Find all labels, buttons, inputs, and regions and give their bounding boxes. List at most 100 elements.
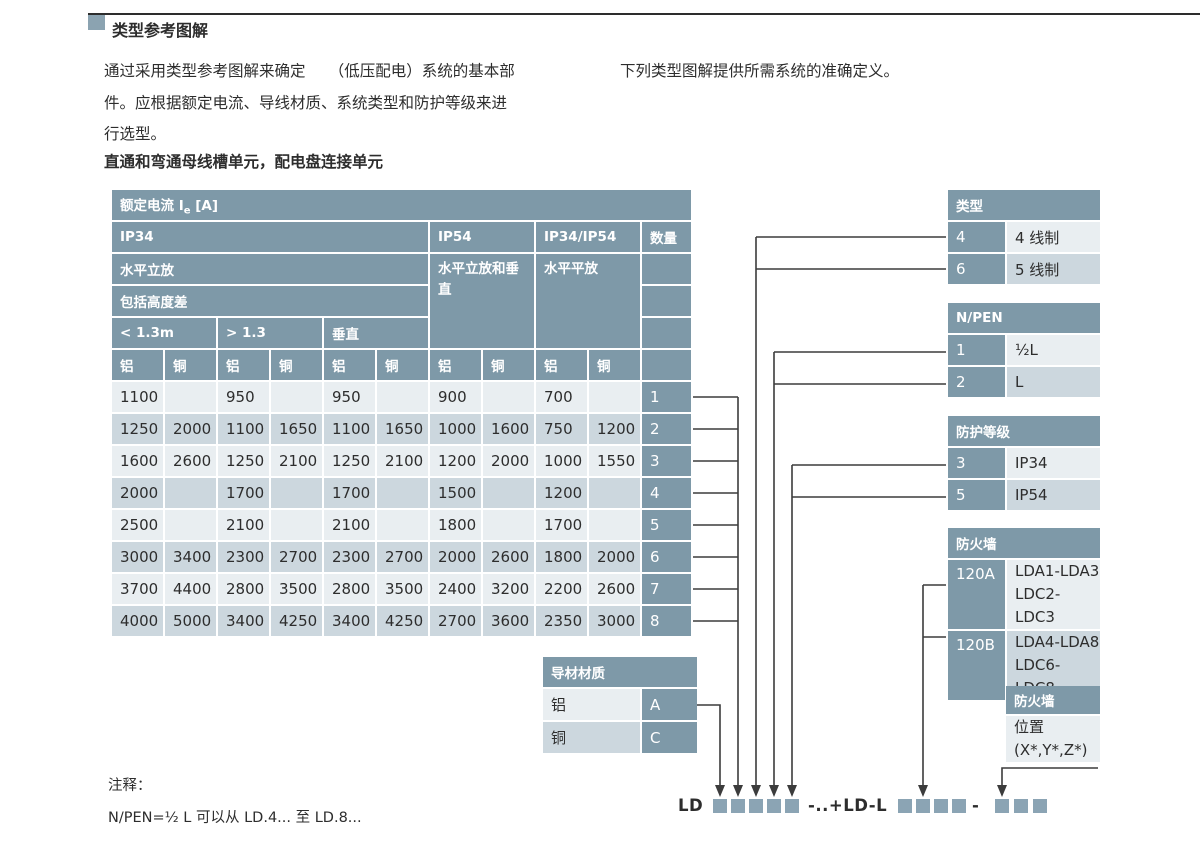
header-spacer-cell [642, 350, 691, 380]
current-cell [483, 382, 534, 412]
current-cell: 3400 [165, 542, 216, 572]
current-cell: 2800 [218, 574, 269, 604]
current-cell: 3200 [483, 574, 534, 604]
current-cell: 3500 [271, 574, 322, 604]
table-header: N/PEN [948, 303, 1100, 333]
header-cell: 铝 [430, 350, 481, 380]
current-cell: 1250 [218, 446, 269, 476]
table-row: 1250 2000 1100 1650 1100 1650 1000 1600 750 1200 2 [112, 414, 691, 444]
code-digit-box [1014, 799, 1028, 813]
current-cell: 750 [536, 414, 587, 444]
order-code-dash: - [972, 796, 980, 815]
position-cell: 位置 (X*,Y*,Z*) [1006, 716, 1100, 762]
current-cell: 3700 [112, 574, 163, 604]
current-cell [483, 478, 534, 508]
header-cell: < 1.3m [112, 318, 216, 348]
value-cell: ½L [1007, 335, 1100, 365]
code-digit-box [731, 799, 745, 813]
header-cell: > 1.3 [218, 318, 322, 348]
code-digit-box [713, 799, 727, 813]
intro-right-paragraph: 下列类型图解提供所需系统的准确定义。 [620, 62, 900, 80]
header-cell: 铝 [324, 350, 375, 380]
current-cell [377, 382, 428, 412]
range-header-row: < 1.3m > 1.3 垂直 [112, 318, 691, 348]
group-header-row: IP34 IP54 IP34/IP54 数量 [112, 222, 691, 252]
current-cell: 1550 [589, 446, 640, 476]
current-cell: 1700 [324, 478, 375, 508]
header-spacer-cell [642, 318, 691, 348]
key-cell: 6 [948, 254, 1005, 284]
header-cell: 铝 [112, 350, 163, 380]
table-header: 防护等级 [948, 416, 1100, 446]
page-title: 类型参考图解 [112, 21, 209, 40]
current-cell: 2300 [218, 542, 269, 572]
header-cell: 铝 [536, 350, 587, 380]
current-cell: 1800 [536, 542, 587, 572]
code-digit-box [785, 799, 799, 813]
qty-cell: 2 [642, 414, 691, 444]
code-digit-box [952, 799, 966, 813]
current-cell: 3000 [112, 542, 163, 572]
header-cell: 铜 [165, 350, 216, 380]
code-digit-box [898, 799, 912, 813]
current-cell: 900 [430, 382, 481, 412]
code-digit-box [1033, 799, 1047, 813]
current-cell [377, 510, 428, 540]
qty-cell: 3 [642, 446, 691, 476]
current-cell [377, 478, 428, 508]
current-cell: 2350 [536, 606, 587, 636]
intro-paragraph: 通过采用类型参考图解来确定 （低压配电）系统的基本部 件。应根据额定电流、导线材… [104, 56, 629, 151]
current-cell: 2700 [271, 542, 322, 572]
value-cell: IP34 [1007, 448, 1100, 478]
header-cell: 垂直 [324, 318, 428, 348]
current-cell: 1650 [377, 414, 428, 444]
value-cell: LDA1-LDA3 LDC2-LDC3 [1007, 560, 1100, 629]
current-cell: 3600 [483, 606, 534, 636]
intro-line: 件。应根据额定电流、导线材质、系统类型和防护等级来进 [104, 93, 508, 112]
header-cell: 铜 [271, 350, 322, 380]
table-row: 3000 3400 2300 2700 2300 2700 2000 2600 1800 2000… [112, 542, 691, 572]
current-cell: 2100 [271, 446, 322, 476]
header-cell: 水平平放 [536, 254, 640, 348]
table-row: 3700 4400 2800 3500 2800 3500 2400 3200 2200 2600… [112, 574, 691, 604]
current-cell: 5000 [165, 606, 216, 636]
qty-cell: 6 [642, 542, 691, 572]
header-cell: 包括高度差 [112, 286, 428, 316]
current-cell [165, 510, 216, 540]
current-cell: 2700 [430, 606, 481, 636]
current-cell: 2000 [483, 446, 534, 476]
current-cell: 1650 [271, 414, 322, 444]
current-cell [483, 510, 534, 540]
header-cell: IP34 [112, 222, 428, 252]
value-cell: A [642, 689, 697, 720]
current-cell [165, 382, 216, 412]
current-cell: 1200 [589, 414, 640, 444]
value-cell: 4 线制 [1007, 222, 1100, 252]
header-spacer-cell [642, 286, 691, 316]
key-cell: 2 [948, 367, 1005, 397]
current-cell: 3500 [377, 574, 428, 604]
table-title-row: 额定电流 Ie [A] [112, 190, 691, 220]
header-cell-qty: 数量 [642, 222, 691, 252]
current-cell: 1250 [112, 414, 163, 444]
code-digit-box [916, 799, 930, 813]
table-row: 2000 1700 1700 1500 1200 4 [112, 478, 691, 508]
key-cell: 1 [948, 335, 1005, 365]
value-cell: C [642, 722, 697, 753]
key-cell: 120B [948, 631, 1005, 700]
current-cell [271, 382, 322, 412]
table-row: 2500 2100 2100 1800 1700 5 [112, 510, 691, 540]
key-cell: 5 [948, 480, 1005, 510]
current-cell: 700 [536, 382, 587, 412]
current-cell: 1700 [218, 478, 269, 508]
current-cell: 2600 [483, 542, 534, 572]
current-cell: 1800 [430, 510, 481, 540]
current-cell [589, 382, 640, 412]
key-cell: 120A [948, 560, 1005, 629]
current-cell: 2000 [430, 542, 481, 572]
current-cell: 2100 [324, 510, 375, 540]
table-row: 1600 2600 1250 2100 1250 2100 1200 2000 1000 1550… [112, 446, 691, 476]
section-subtitle: 直通和弯通母线槽单元，配电盘连接单元 [104, 153, 384, 171]
